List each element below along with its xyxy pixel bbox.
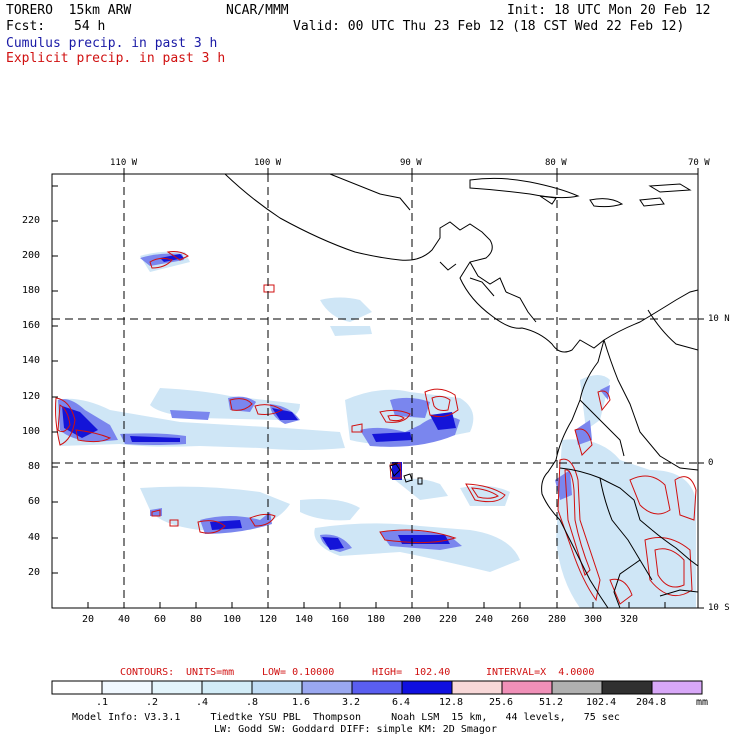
colorbar-label: 6.4: [392, 697, 411, 708]
lon-label-110w: 110 W: [110, 158, 138, 168]
y-tick-label: 40: [28, 532, 41, 543]
lon-label-90w: 90 W: [400, 158, 422, 168]
colorbar-swatch-1: [101, 680, 153, 695]
y-tick-label: 180: [22, 285, 41, 296]
model-title: TORERO 15km ARW: [6, 3, 132, 18]
x-tick-label: 100: [223, 614, 242, 625]
y-tick-label: 60: [28, 496, 41, 507]
y-tick-label: 100: [22, 426, 41, 437]
colorbar-swatch-9: [501, 680, 553, 695]
lat-label-10s: 10 S: [708, 603, 730, 613]
map-frame: [51, 173, 699, 609]
model-info-line2: LW: Godd SW: Goddard DIFF: simple KM: 2D…: [214, 724, 497, 735]
contours-interval: INTERVAL=X 4.0000: [486, 667, 595, 678]
colorbar-unit: mm: [696, 697, 709, 708]
colorbar-swatch-0: [51, 680, 103, 695]
lon-label-70w: 70 W: [688, 158, 710, 168]
contours-low: LOW= 0.10000: [262, 667, 335, 678]
y-tick-label: 20: [28, 567, 41, 578]
colorbar-swatch-12: [651, 680, 703, 695]
x-tick-label: 60: [154, 614, 167, 625]
forecast-label: Fcst:: [6, 19, 46, 34]
colorbar-swatch-3: [201, 680, 253, 695]
contours-units: UNITS=mm: [186, 667, 235, 678]
x-tick-label: 220: [439, 614, 458, 625]
forecast-hour: 54 h: [74, 19, 106, 34]
colorbar-swatch-6: [351, 680, 403, 695]
contours-high: HIGH= 102.40: [372, 667, 451, 678]
field-cumulus-label: Cumulus precip. in past 3 h: [6, 36, 218, 51]
y-tick-label: 120: [22, 391, 41, 402]
organization-label: NCAR/MMM: [226, 3, 289, 18]
colorbar-label: 1.6: [292, 697, 311, 708]
colorbar-label: .8: [246, 697, 259, 708]
colorbar-label: 51.2: [539, 697, 564, 708]
lat-label-10n: 10 N: [708, 314, 730, 324]
x-tick-label: 200: [403, 614, 422, 625]
model-info-line1: Model Info: V3.3.1 Tiedtke YSU PBL Thomp…: [72, 712, 620, 723]
y-tick-label: 80: [28, 461, 41, 472]
colorbar-swatch-2: [151, 680, 203, 695]
valid-time: Valid: 00 UTC Thu 23 Feb 12 (18 CST Wed …: [293, 19, 685, 34]
x-tick-label: 240: [475, 614, 494, 625]
x-tick-label: 300: [584, 614, 603, 625]
contours-label: CONTOURS:: [120, 667, 175, 678]
colorbar-swatch-8: [451, 680, 503, 695]
field-explicit-label: Explicit precip. in past 3 h: [6, 51, 226, 66]
y-tick-label: 140: [22, 355, 41, 366]
x-tick-label: 40: [118, 614, 131, 625]
heavy-precip-areas: [62, 254, 456, 550]
lat-lon-grid: [52, 174, 698, 608]
axis-ticks: [52, 168, 704, 609]
colorbar-swatch-10: [551, 680, 603, 695]
x-tick-label: 160: [331, 614, 350, 625]
colorbar-label: .4: [196, 697, 209, 708]
x-tick-label: 120: [259, 614, 278, 625]
x-tick-label: 260: [511, 614, 530, 625]
lat-label-0: 0: [708, 458, 714, 468]
x-tick-label: 180: [367, 614, 386, 625]
x-tick-label: 320: [620, 614, 639, 625]
colorbar-label: 3.2: [342, 697, 361, 708]
colorbar-label: 204.8: [636, 697, 667, 708]
colorbar-swatch-5: [301, 680, 353, 695]
y-tick-label: 200: [22, 250, 41, 261]
colorbar-swatch-4: [251, 680, 303, 695]
colorbar-swatch-11: [601, 680, 653, 695]
x-tick-label: 20: [82, 614, 95, 625]
colorbar-label: 102.4: [586, 697, 617, 708]
init-time: Init: 18 UTC Mon 20 Feb 12: [507, 3, 711, 18]
y-tick-label: 160: [22, 320, 41, 331]
y-tick-label: 220: [22, 215, 41, 226]
x-tick-label: 80: [190, 614, 203, 625]
colorbar-label: .2: [146, 697, 159, 708]
lon-label-100w: 100 W: [254, 158, 282, 168]
colorbar-label: .1: [96, 697, 109, 708]
x-tick-label: 280: [548, 614, 567, 625]
coastlines: [224, 174, 698, 608]
colorbar: [51, 680, 703, 695]
colorbar-label: 25.6: [489, 697, 514, 708]
colorbar-swatch-7: [401, 680, 453, 695]
map-area: [55, 174, 698, 608]
x-tick-label: 140: [295, 614, 314, 625]
explicit-precip-contours: [55, 251, 697, 605]
colorbar-label: 12.8: [439, 697, 464, 708]
lon-label-80w: 80 W: [545, 158, 567, 168]
